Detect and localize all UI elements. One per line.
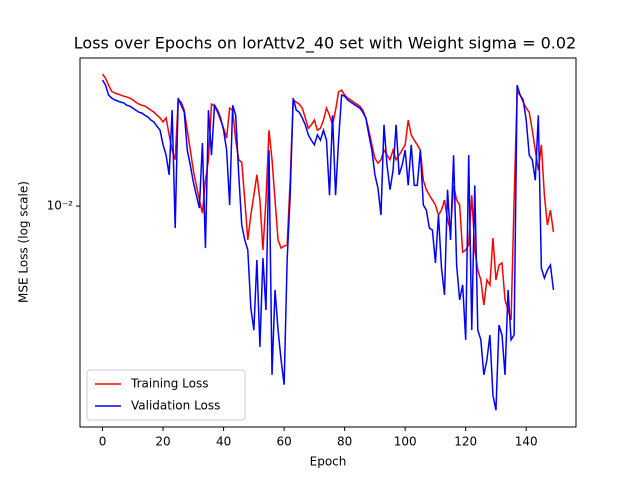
plot-frame	[79, 57, 577, 428]
legend-label: Validation Loss	[131, 399, 220, 413]
x-tick-label: 60	[276, 435, 291, 449]
chart-title: Loss over Epochs on lorAttv2_40 set with…	[74, 34, 576, 54]
x-tick-label: 120	[454, 435, 477, 449]
line-series	[101, 79, 555, 411]
x-tick-label: 80	[337, 435, 352, 449]
x-tick-label: 40	[216, 435, 231, 449]
x-tick-label: 100	[394, 435, 417, 449]
x-tick-label: 140	[515, 435, 538, 449]
legend-box	[86, 369, 246, 421]
y-tick-label: 10⁻²	[47, 199, 74, 213]
x-tick-label: 20	[155, 435, 170, 449]
legend-label: Training Loss	[130, 377, 208, 391]
x-axis-label: Epoch	[310, 455, 347, 469]
y-axis-label: MSE Loss (log scale)	[17, 181, 31, 303]
x-tick-label: 0	[99, 435, 107, 449]
